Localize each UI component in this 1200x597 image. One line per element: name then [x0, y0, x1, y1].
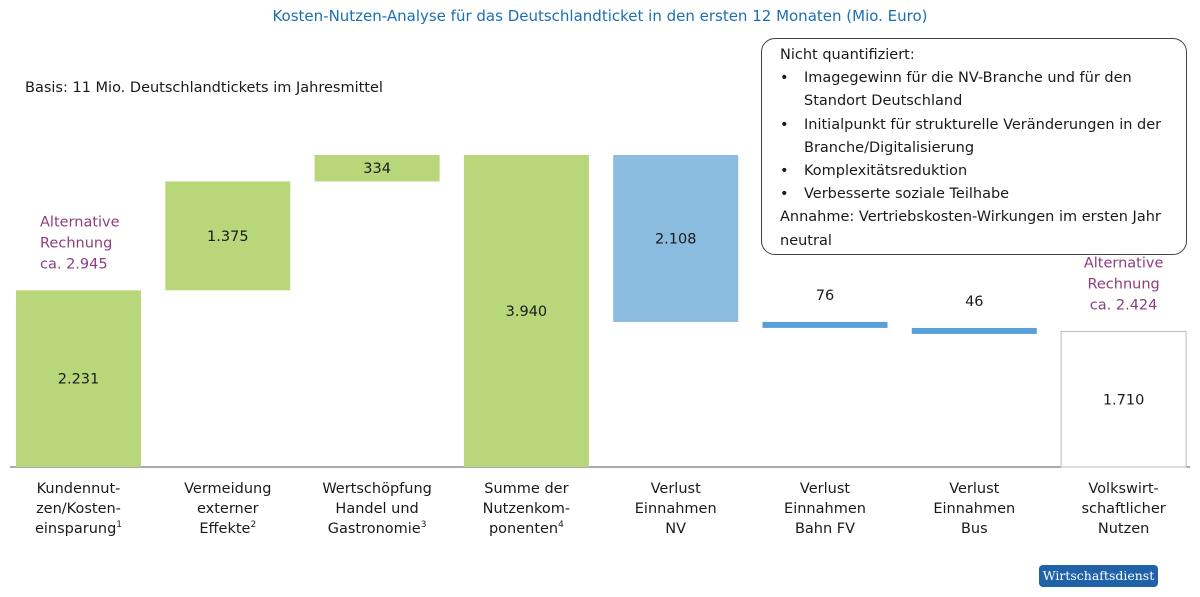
- category-label: Volkswirt-schaftlicher Nutzen: [1081, 481, 1165, 537]
- note-footer: Annahme: Vertriebskosten-Wirkungen im er…: [780, 209, 1161, 249]
- bar-value-label: 2.231: [58, 372, 100, 388]
- note-item: • Initialpunkt für strukturelle Veränderu…: [780, 114, 1176, 160]
- note-item: • Imagegewinn für die NV-Branche und für …: [780, 67, 1176, 113]
- chart-title: Kosten-Nutzen-Analyse für das Deutschlan…: [272, 7, 928, 25]
- bullet-icon: •: [780, 186, 789, 203]
- category-label: Verlust Einnahmen NV: [635, 481, 717, 537]
- note-item-text: Verbesserte soziale Teilhabe: [804, 186, 1010, 203]
- bar-value-label: 3.940: [506, 304, 548, 320]
- not-quantified-note: Nicht quantifiziert: • Imagegewinn für di…: [761, 38, 1187, 255]
- waterfall-bar: [762, 321, 888, 328]
- note-item: • Komplexitätsreduktion: [780, 160, 1176, 183]
- chart-subtitle: Basis: 11 Mio. Deutschlandtickets im Jah…: [25, 80, 383, 96]
- bar-value-label: 334: [363, 161, 391, 177]
- category-label: Kundennut-zen/Kosten-einsparung1: [35, 481, 122, 537]
- bullet-icon: •: [780, 163, 789, 180]
- alternative-calculation-label: Alternative Rechnung ca. 2.424: [1084, 256, 1164, 314]
- waterfall-bar: [911, 327, 1037, 334]
- note-item: • Verbesserte soziale Teilhabe: [780, 183, 1176, 206]
- bar-value-label: 2.108: [655, 231, 697, 247]
- category-label: Wertschöpfung Handel und Gastronomie3: [322, 481, 432, 537]
- category-label: Verlust Einnahmen Bahn FV: [784, 481, 866, 537]
- bar-value-label: 46: [965, 294, 983, 310]
- waterfall-bar: [613, 155, 739, 322]
- waterfall-bar: [314, 155, 440, 182]
- note-item-text: Initialpunkt für strukturelle Veränderun…: [804, 116, 1162, 156]
- bullet-icon: •: [780, 70, 789, 87]
- category-label: Vermeidung externer Effekte2: [184, 481, 271, 537]
- bullet-icon: •: [780, 116, 789, 133]
- category-label: Summe der Nutzenkom-ponenten4: [483, 481, 571, 537]
- note-heading: Nicht quantifiziert:: [780, 47, 915, 63]
- category-label: Verlust Einnahmen Bus: [933, 481, 1015, 537]
- note-list: • Imagegewinn für die NV-Branche und für …: [780, 67, 1176, 206]
- bar-value-label: 1.710: [1103, 392, 1145, 408]
- alternative-calculation-label: Alternative Rechnung ca. 2.945: [40, 214, 120, 272]
- note-item-text: Komplexitätsreduktion: [804, 163, 968, 180]
- bar-value-label: 76: [816, 288, 834, 304]
- source-badge: Wirtschaftsdienst: [1039, 565, 1158, 587]
- bar-value-label: 1.375: [207, 229, 249, 245]
- waterfall-bar: [165, 181, 291, 291]
- waterfall-bar: [463, 155, 589, 467]
- waterfall-bar: [1060, 331, 1187, 468]
- note-item-text: Imagegewinn für die NV-Branche und für d…: [804, 70, 1132, 110]
- waterfall-bar: [16, 290, 141, 467]
